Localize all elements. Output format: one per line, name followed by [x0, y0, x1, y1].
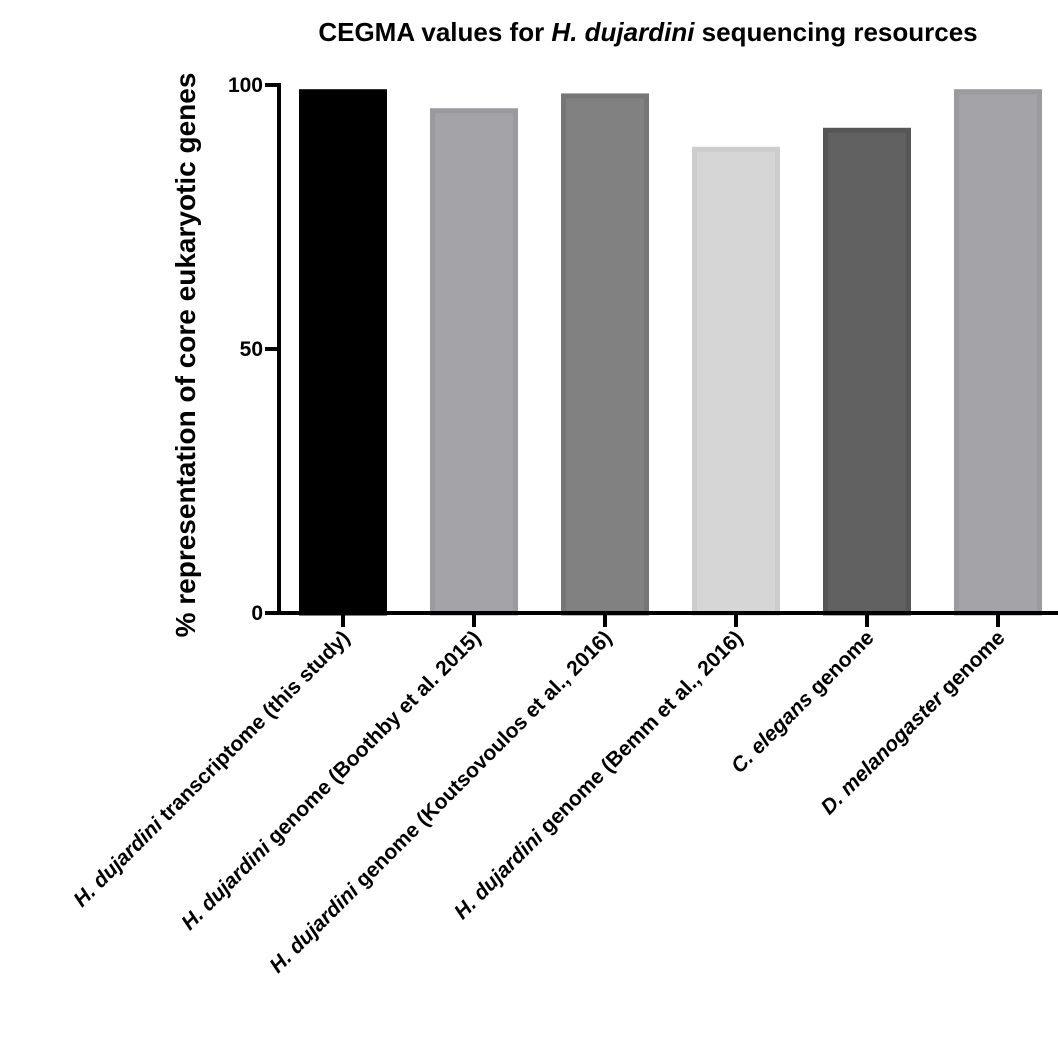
y-axis-label-text: % representation of core eukaryotic gene…: [170, 73, 201, 638]
x-category-label-5-part-0: D. melanogaster: [817, 686, 950, 819]
axes: [277, 83, 1058, 615]
x-category-label-3-part-0: H. dujardini: [450, 825, 549, 924]
chart-title-text: CEGMA values for H. dujardini sequencing…: [318, 17, 977, 47]
x-axis-ticks: [341, 613, 1000, 627]
x-category-label-2-part-0: H. dujardini: [265, 879, 364, 978]
x-category-label-4-part-1: genome: [801, 626, 878, 703]
bar-0: [299, 89, 387, 616]
chart-title: CEGMA values for H. dujardini sequencing…: [318, 17, 977, 47]
y-axis-label: % representation of core eukaryotic gene…: [170, 73, 201, 638]
bar-5: [954, 89, 1042, 616]
bar-3: [692, 146, 780, 616]
x-category-label-3-part-1: genome (Bemm et al., 2016): [532, 626, 748, 842]
bar-2: [561, 93, 649, 616]
x-category-label-1-part-1: genome (Boothby et al. 2015): [259, 626, 486, 853]
x-category-label-0: H. dujardini transcriptome (this study): [69, 626, 354, 911]
x-category-label-1-part-0: H. dujardini: [177, 836, 276, 935]
x-category-label-4-part-0: C. elegans: [727, 687, 818, 778]
y-tick-label-0: 0: [251, 602, 263, 625]
x-category-label-5-part-1: genome: [932, 626, 1009, 703]
x-category-label-1: H. dujardini genome (Boothby et al. 2015…: [177, 626, 485, 934]
x-category-label-2-part-1: genome (Koutsovoulos et al., 2016): [347, 626, 617, 896]
bar-1: [430, 108, 518, 616]
y-tick-label-2: 100: [228, 74, 263, 97]
y-tick-label-1: 50: [240, 338, 263, 361]
bar-4: [823, 127, 911, 616]
x-category-label-4: C. elegans genome: [727, 626, 879, 778]
title-part-2: sequencing resources: [694, 17, 977, 47]
title-part-1: H. dujardini: [551, 17, 695, 47]
x-axis-category-labels: H. dujardini transcriptome (this study)H…: [69, 626, 1009, 977]
x-category-label-3: H. dujardini genome (Bemm et al., 2016): [450, 626, 748, 924]
title-part-0: CEGMA values for: [318, 17, 551, 47]
y-axis-ticks: 0 50 100: [228, 74, 279, 625]
bars: [299, 89, 1042, 616]
x-category-label-0-part-0: H. dujardini: [69, 813, 168, 912]
